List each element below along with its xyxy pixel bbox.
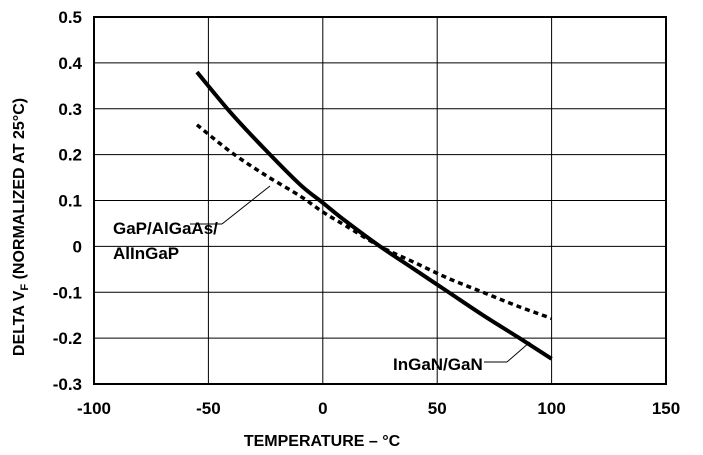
y-tick-label: -0.1	[53, 283, 82, 302]
y-tick-label: 0.5	[58, 8, 82, 27]
y-axis-title: DELTA VF (NORMALIZED AT 25°C)	[11, 98, 31, 356]
x-tick-label: -100	[77, 399, 111, 418]
x-tick-label: -50	[196, 399, 221, 418]
label-gap-line1: GaP/AlGaAs/	[113, 219, 218, 238]
label-gap-line2: AlInGaP	[113, 244, 179, 263]
leader-gap-label	[221, 185, 271, 225]
plot-frame	[93, 16, 667, 385]
y-axis-title-rest: (NORMALIZED AT 25°C)	[11, 98, 28, 284]
series-layer	[195, 70, 553, 361]
series-line-ingan	[195, 70, 553, 361]
label-ingan: InGaN/GaN	[393, 355, 483, 374]
y-tick-label: 0.2	[58, 146, 82, 165]
series-line-gap	[195, 123, 553, 321]
y-tick-label: 0.3	[58, 100, 82, 119]
y-axis-title-subscript: F	[19, 284, 31, 291]
x-tick-label: 100	[537, 399, 565, 418]
grid	[93, 16, 667, 385]
y-tick-label: 0.4	[58, 54, 82, 73]
x-tick-label: 0	[318, 399, 327, 418]
x-axis-title: TEMPERATURE – °C	[244, 433, 401, 450]
x-tick-label: 50	[428, 399, 447, 418]
x-tick-labels: -100 -50 0 50 100 150	[77, 399, 680, 418]
y-tick-label: -0.3	[53, 375, 82, 394]
y-tick-labels: 0.5 0.4 0.3 0.2 0.1 0 -0.1 -0.2 -0.3	[53, 8, 83, 394]
y-axis-title-main: DELTA V	[11, 290, 28, 356]
leader-ingan-label-diag	[506, 341, 531, 363]
y-tick-label: -0.2	[53, 329, 82, 348]
y-tick-label: 0.1	[58, 192, 82, 211]
y-tick-label: 0	[73, 237, 82, 256]
x-tick-label: 150	[652, 399, 680, 418]
